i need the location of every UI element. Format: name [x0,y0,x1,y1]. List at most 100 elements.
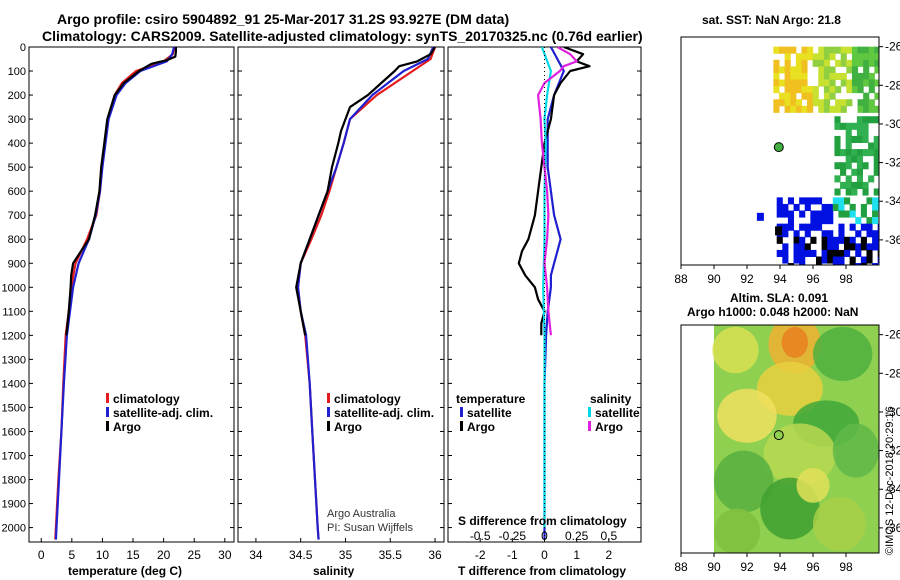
salinity-axis-label: salinity [313,564,355,578]
sst-cell [868,59,875,67]
sst-cell [773,72,780,81]
sst-cell [821,210,828,218]
salinity-tick-label: 34.5 [289,548,313,562]
sst-cell [838,263,845,265]
sst-cell [872,230,879,238]
sst-cell [844,236,851,244]
sst-cell [856,175,863,183]
sst-cell [873,149,879,157]
sst-cell [849,203,856,212]
sst-cell [874,53,879,61]
sst-cell [862,188,869,196]
argo-position-marker [773,142,784,153]
sst-cell [799,223,806,231]
sla-map-y-tick-label: -32 [885,444,900,458]
sst-cell [874,105,879,113]
sst-cell [795,86,802,94]
legend-swatch-climatology [327,393,330,403]
sst-map-x-tick-label: 92 [740,272,754,286]
sst-cell [857,79,864,87]
sst-cell [829,86,836,94]
sst-cell [807,99,814,107]
sst-cell [784,72,791,81]
sst-cell [874,92,879,100]
sst-cell [849,223,856,231]
sst-cell [862,135,869,143]
sst-cell [857,105,864,113]
sla-map-x-tick-label: 94 [773,560,787,574]
legend-swatch-satellite [327,407,330,417]
depth-tick-label: 1100 [2,306,26,318]
sst-cell [866,197,873,205]
sst-cell [863,72,870,81]
sst-cell [856,168,863,176]
sst-cell [818,105,825,113]
sst-cell [851,79,859,87]
sst-cell [877,197,879,205]
sla-map-title-line2: Argo h1000: 0.048 h2000: NaN [687,305,858,319]
sst-cell [851,168,858,176]
sst-cell [776,210,783,218]
sst-cell [856,116,863,124]
credit-argo-australia: Argo Australia [327,508,396,520]
legend-label-argo: Argo [113,420,141,434]
sst-cell [855,243,862,251]
salinity-legend: climatology satellite-adj. clim. Argo [327,392,434,434]
sst-cell [862,122,869,130]
salinity-chart [295,47,437,540]
s-difference-tick-label: 0 [541,529,548,543]
sst-cell [868,175,875,183]
difference-chart [517,47,591,542]
temperature-line-argo [65,47,177,336]
sst-cell [855,249,862,257]
sst-map-x-tick-label: 98 [839,272,853,286]
sst-map-x-tick-label: 96 [806,272,820,286]
sst-cell [845,188,852,196]
sst-cell [823,86,830,94]
sst-cell [834,175,841,183]
sst-cell [790,99,797,107]
sst-cell [779,46,786,54]
sst-cell [801,66,808,74]
sst-cell [845,135,852,143]
sst-cell [793,249,800,257]
sst-cell [787,210,795,218]
t-difference-tick-label: 2 [605,548,612,562]
sst-map-y-tick-label: -28 [885,78,900,92]
sst-cell [868,149,875,157]
sst-cell [787,223,795,231]
legend-swatch-argo [106,421,109,431]
sla-map [712,325,879,553]
depth-tick-label: 200 [8,90,26,102]
sst-cell [851,135,858,143]
sst-cell [793,203,800,212]
sla-anomaly-blob [781,326,809,358]
sst-cell [823,53,830,61]
figure-title-line1: Argo profile: csiro 5904892_91 25-Mar-20… [57,11,509,27]
sst-cell [862,129,869,137]
sst-cell [782,223,789,231]
sst-cell [782,256,789,264]
sst-cell [807,53,814,61]
sst-cell [872,197,879,205]
sst-cell [810,223,817,231]
legend-swatch-t-argo [460,421,463,431]
sst-cell [873,142,879,150]
sst-cell [863,53,870,61]
sst-cell [793,236,800,244]
sst-cell [851,46,859,54]
sst-cell [860,203,867,212]
sla-map-y-tick-label: -28 [885,366,900,380]
sst-cell [866,230,873,238]
sst-cell [807,105,814,113]
sst-cell [821,203,828,212]
sst-cell [799,249,806,257]
sst-cell [821,236,828,244]
sst-cell [810,249,817,257]
sst-cell [840,149,847,157]
sst-cell [845,162,852,170]
t-difference-axis-label: T difference from climatology [458,564,626,578]
legend-label-satellite: satellite-adj. clim. [334,406,434,420]
sla-map-x-tick-label: 88 [674,560,688,574]
sst-cell [773,86,780,94]
